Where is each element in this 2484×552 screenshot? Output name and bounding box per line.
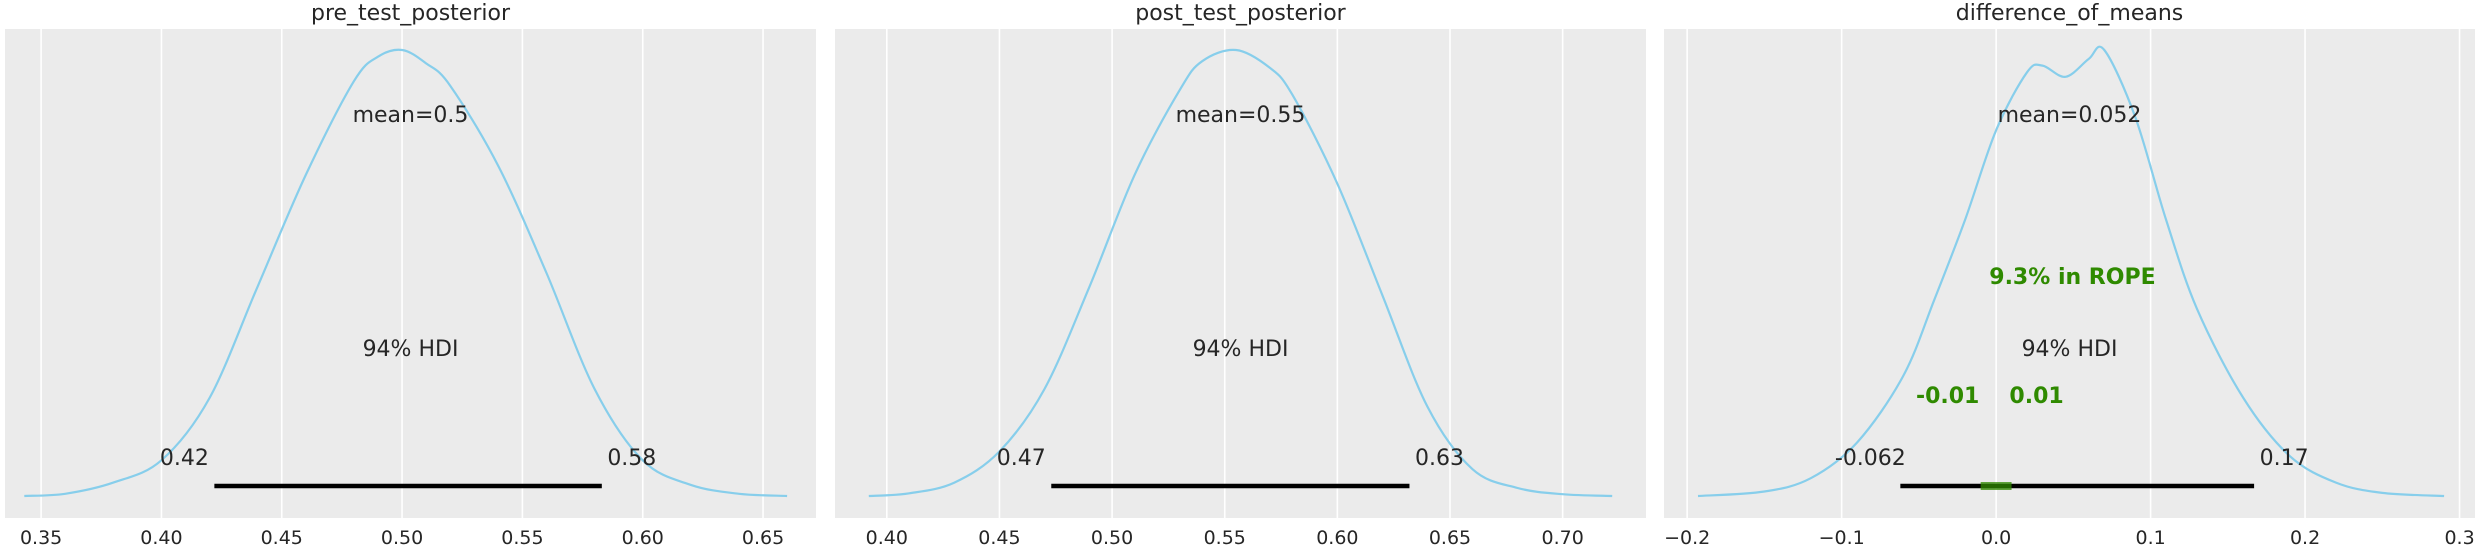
x-tick-label: 0.55 (501, 527, 543, 549)
chart-title: difference_of_means (1956, 1, 2184, 26)
hdi-label: 94% HDI (2022, 337, 2118, 362)
hdi-label: 94% HDI (363, 337, 459, 362)
chart-title: pre_test_posterior (311, 1, 511, 26)
subplot-1: pre_test_posterior 0.35 0.40 0.45 0.50 0.55 0.… (5, 1, 816, 549)
rope-high-label: 0.01 (2009, 384, 2063, 409)
rope-low-label: -0.01 (1916, 384, 1979, 409)
hdi-high-label: 0.58 (607, 446, 656, 471)
chart-title: post_test_posterior (1135, 1, 1346, 26)
hdi-high-label: 0.63 (1415, 446, 1464, 471)
x-tick-label: −0.2 (1664, 527, 1710, 549)
x-tick-label: 0.50 (381, 527, 423, 549)
posterior-density-line (868, 48, 1613, 498)
x-tick-label: 0.50 (1091, 527, 1133, 549)
hdi-low-label: -0.062 (1835, 446, 1906, 471)
posterior-density-line (24, 48, 788, 498)
x-tick-label: 0.45 (978, 527, 1020, 549)
rope-percent-label: 9.3% in ROPE (1989, 265, 2155, 290)
mean-label: mean=0.052 (1998, 103, 2142, 128)
plot-background (1664, 29, 2475, 518)
x-tick-label: 0.40 (140, 527, 182, 549)
x-tick-label: 0.0 (1981, 527, 2011, 549)
x-tick-label: −0.1 (1819, 527, 1865, 549)
hdi-low-label: 0.47 (997, 446, 1046, 471)
x-tick-label: 0.1 (2135, 527, 2165, 549)
x-tick-label: 0.3 (2444, 527, 2474, 549)
x-tick-label: 0.60 (1316, 527, 1358, 549)
posterior-density-line (1697, 45, 2445, 498)
x-tick-label: 0.40 (866, 527, 908, 549)
hdi-low-label: 0.42 (160, 446, 209, 471)
subplot-3: difference_of_means −0.2 −0.1 0.0 0.1 0.2 0.3 m… (1664, 1, 2475, 549)
hdi-high-label: 0.17 (2260, 446, 2309, 471)
x-tick-label: 0.60 (622, 527, 664, 549)
x-tick-label: 0.65 (1429, 527, 1471, 549)
subplot-2: post_test_posterior 0.40 0.45 0.50 0.55 0.60 0… (835, 1, 1646, 549)
hdi-label: 94% HDI (1193, 337, 1289, 362)
plot-background (5, 29, 816, 518)
mean-label: mean=0.5 (353, 103, 469, 128)
plot-background (835, 29, 1646, 518)
x-tick-label: 0.70 (1541, 527, 1583, 549)
x-tick-label: 0.35 (20, 527, 62, 549)
x-tick-label: 0.65 (742, 527, 784, 549)
x-tick-label: 0.45 (261, 527, 303, 549)
x-tick-label: 0.55 (1204, 527, 1246, 549)
x-tick-label: 0.2 (2290, 527, 2320, 549)
mean-label: mean=0.55 (1176, 103, 1306, 128)
